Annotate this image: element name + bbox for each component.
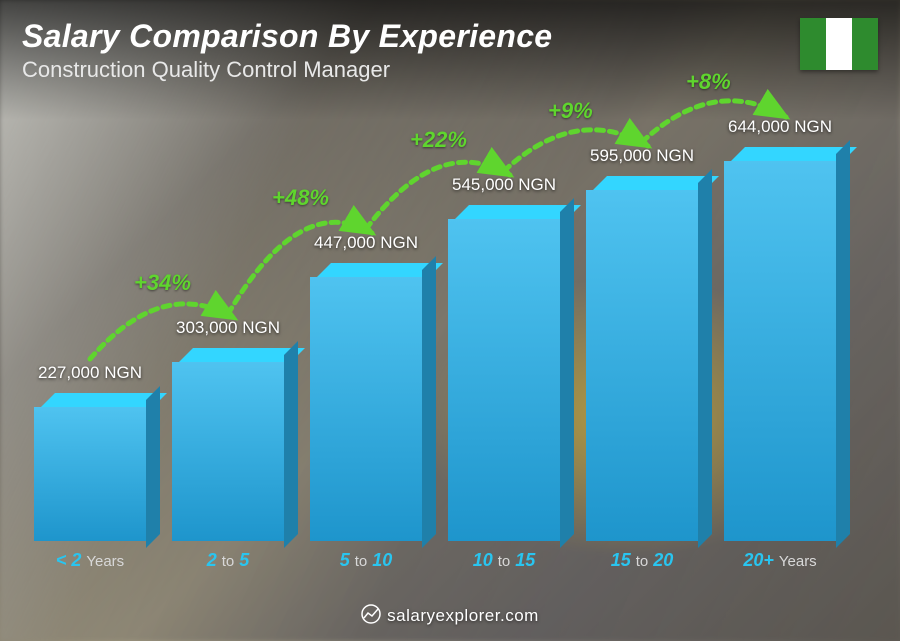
bar-side-face: [422, 256, 436, 548]
title-block: Salary Comparison By Experience Construc…: [22, 18, 552, 83]
flag-stripe-green: [800, 18, 826, 70]
bars-row: 227,000 NGN< 2 Years303,000 NGN2 to 5447…: [30, 110, 840, 541]
flag-nigeria: [800, 18, 878, 70]
bar-slot: 644,000 NGN20+ Years: [720, 117, 840, 541]
bar-side-face: [560, 198, 574, 548]
flag-stripe-green: [852, 18, 878, 70]
bar-side-face: [146, 386, 160, 548]
bar-slot: 447,000 NGN5 to 10: [306, 233, 426, 541]
increase-label: +34%: [134, 270, 191, 296]
bar-front-face: [310, 277, 422, 541]
bar-value-label: 595,000 NGN: [590, 146, 694, 166]
bar: [34, 393, 146, 541]
bar-value-label: 303,000 NGN: [176, 318, 280, 338]
bar: [448, 205, 560, 541]
bar-slot: 227,000 NGN< 2 Years: [30, 363, 150, 541]
x-axis-label: 15 to 20: [611, 550, 674, 571]
x-axis-label: 5 to 10: [340, 550, 393, 571]
x-axis-label: 2 to 5: [207, 550, 250, 571]
bar-side-face: [698, 169, 712, 548]
bar: [172, 348, 284, 541]
infographic-container: Salary Comparison By Experience Construc…: [0, 0, 900, 641]
bar-value-label: 644,000 NGN: [728, 117, 832, 137]
flag-stripe-white: [826, 18, 852, 70]
bar-slot: 303,000 NGN2 to 5: [168, 318, 288, 541]
logo-icon: [361, 604, 381, 629]
footer: salaryexplorer.com: [0, 604, 900, 629]
increase-label: +22%: [410, 127, 467, 153]
bar-front-face: [586, 190, 698, 541]
bar-value-label: 447,000 NGN: [314, 233, 418, 253]
footer-text: salaryexplorer.com: [387, 606, 539, 625]
increase-label: +9%: [548, 98, 593, 124]
x-axis-label: < 2 Years: [56, 550, 124, 571]
bar-value-label: 227,000 NGN: [38, 363, 142, 383]
bar-side-face: [836, 140, 850, 548]
bar-front-face: [34, 407, 146, 541]
bar-slot: 545,000 NGN10 to 15: [444, 175, 564, 541]
x-axis-label: 10 to 15: [473, 550, 536, 571]
bar-front-face: [448, 219, 560, 541]
bar-side-face: [284, 341, 298, 548]
title-main: Salary Comparison By Experience: [22, 18, 552, 55]
bar: [724, 147, 836, 541]
bar-front-face: [172, 362, 284, 541]
x-axis-label: 20+ Years: [743, 550, 816, 571]
bar: [310, 263, 422, 541]
bar-slot: 595,000 NGN15 to 20: [582, 146, 702, 541]
increase-label: +48%: [272, 185, 329, 211]
title-sub: Construction Quality Control Manager: [22, 57, 552, 83]
bar-value-label: 545,000 NGN: [452, 175, 556, 195]
bar: [586, 176, 698, 541]
bar-front-face: [724, 161, 836, 541]
increase-label: +8%: [686, 69, 731, 95]
chart-area: 227,000 NGN< 2 Years303,000 NGN2 to 5447…: [30, 110, 840, 571]
